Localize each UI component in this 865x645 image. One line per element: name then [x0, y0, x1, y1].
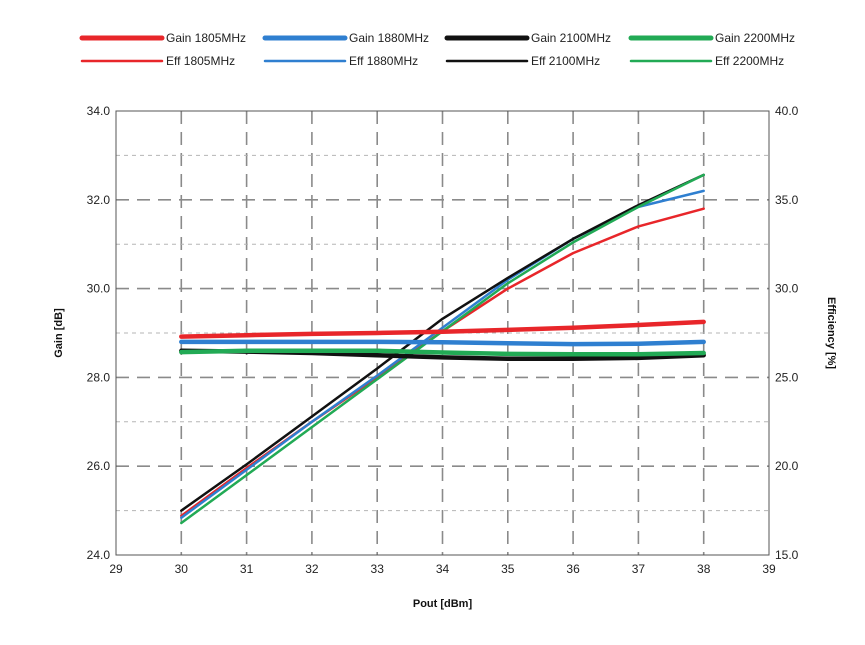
y2-tick-label: 40.0 — [775, 104, 799, 118]
y-tick-label: 30.0 — [87, 282, 111, 296]
y-tick-label: 26.0 — [87, 459, 111, 473]
legend-label: Gain 1880MHz — [349, 31, 429, 45]
y-tick-label: 34.0 — [87, 104, 111, 118]
series-line-gain-1880mhz — [179, 339, 706, 347]
x-tick-label: 29 — [109, 562, 123, 576]
legend-label: Eff 2200MHz — [715, 54, 784, 68]
x-tick-label: 30 — [175, 562, 189, 576]
series-line-gain-1805mhz — [179, 319, 706, 339]
legend: Gain 1805MHz Gain 1880MHz Gain 2100MHz Gain… — [79, 31, 795, 68]
legend-label: Gain 1805MHz — [166, 31, 246, 45]
y-tick-label: 32.0 — [87, 193, 111, 207]
y-axis-title: Gain [dB] — [53, 308, 65, 358]
legend-label: Gain 2200MHz — [715, 31, 795, 45]
x-tick-label: 34 — [436, 562, 450, 576]
x-tick-label: 36 — [566, 562, 580, 576]
x-tick-label: 39 — [762, 562, 776, 576]
x-tick-label: 38 — [697, 562, 711, 576]
legend-label: Eff 2100MHz — [531, 54, 600, 68]
y2-tick-label: 25.0 — [775, 370, 799, 384]
x-axis-title: Pout [dBm] — [413, 598, 473, 610]
y2-tick-label: 20.0 — [775, 459, 799, 473]
x-tick-label: 37 — [632, 562, 646, 576]
y2-tick-label: 35.0 — [775, 193, 799, 207]
y2-tick-label: 15.0 — [775, 548, 799, 562]
y2-axis-title: Efficiency [%] — [825, 297, 837, 369]
x-tick-label: 35 — [501, 562, 515, 576]
legend-label: Eff 1880MHz — [349, 54, 418, 68]
series-layer — [179, 173, 706, 525]
y-tick-label: 24.0 — [87, 548, 111, 562]
legend-label: Gain 2100MHz — [531, 31, 611, 45]
legend-label: Eff 1805MHz — [166, 54, 235, 68]
x-tick-label: 33 — [371, 562, 385, 576]
x-tick-label: 31 — [240, 562, 254, 576]
y-tick-label: 28.0 — [87, 370, 111, 384]
series-line-eff-2100mhz — [180, 173, 705, 512]
tick-labels: 29 30 31 32 33 34 35 36 37 38 39 24.0 26.0 28.0 30.0 32… — [87, 104, 799, 576]
plot-frame — [115, 110, 770, 556]
x-tick-label: 32 — [305, 562, 319, 576]
series-line-gain-2200mhz — [179, 348, 706, 357]
y2-tick-label: 30.0 — [775, 282, 799, 296]
